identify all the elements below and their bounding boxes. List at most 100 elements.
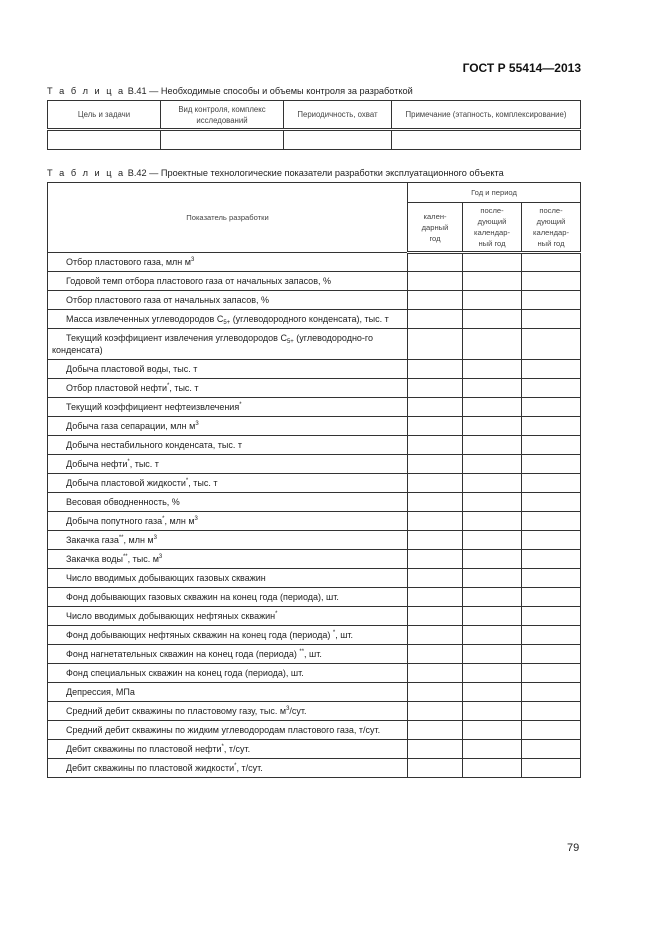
label-text: Фонд нагнетательных скважин на конец год… [66, 649, 300, 659]
table-row: Закачка воды**, тыс. м3 [47, 549, 582, 569]
label-text: Текущий коэффициент нефтеизвлечения [66, 402, 240, 412]
value-cell [407, 271, 463, 291]
indicator-label: Средний дебит скважины по пластовому газ… [47, 701, 408, 721]
value-cell [407, 435, 463, 455]
value-cell [520, 290, 582, 310]
value-cell [520, 758, 582, 778]
label-text: (углеводородного конденсата), тыс. т [230, 314, 389, 324]
indicator-label: Добыча нестабильного конденсата, тыс. т [47, 435, 408, 455]
value-cell [462, 587, 522, 607]
label-text: Депрессия, МПа [66, 687, 135, 697]
table-row: Депрессия, МПа [47, 682, 582, 702]
value-cell [407, 644, 463, 664]
label-text: Масса извлеченных углеводородов С [66, 314, 224, 324]
label-text: Весовая обводненность, % [66, 497, 180, 507]
label-text: , тыс. т [129, 459, 159, 469]
value-cell [520, 454, 582, 474]
label-text: Добыча нестабильного конденсата, тыс. т [66, 440, 243, 450]
indicator-label: Добыча газа сепарации, млн м3 [47, 416, 408, 436]
value-cell [407, 549, 463, 569]
indicator-label: Весовая обводненность, % [47, 492, 408, 512]
superscript: ** [118, 535, 124, 541]
table-row: Отбор пластового газа, млн м3 [47, 252, 582, 272]
value-cell [462, 720, 522, 740]
subscript: 5+ [286, 339, 294, 345]
column-header: Цель и задачи [47, 100, 161, 131]
label-text: Дебит скважины по пластовой нефти [66, 744, 222, 754]
superscript: * [221, 744, 224, 750]
table-row: Весовая обводненность, % [47, 492, 582, 512]
label-text: Добыча нефти [66, 459, 128, 469]
indicator-label: Депрессия, МПа [47, 682, 408, 702]
value-cell [407, 739, 463, 759]
table-row: Число вводимых добывающих газовых скважи… [47, 568, 582, 588]
superscript: 3 [158, 554, 163, 560]
superscript: * [239, 402, 242, 408]
value-cell [520, 644, 582, 664]
label-text: /сут. [289, 706, 307, 716]
value-cell [462, 416, 522, 436]
caption-prefix: Т а б л и ц а [47, 86, 126, 96]
value-cell [407, 758, 463, 778]
superscript: ** [299, 649, 305, 655]
caption-prefix: Т а б л и ц а [47, 168, 126, 178]
indicator-label: Фонд добывающих нефтяных скважин на коне… [47, 625, 408, 645]
indicator-label: Закачка воды**, тыс. м3 [47, 549, 408, 569]
value-cell [407, 290, 463, 310]
value-cell [520, 473, 582, 493]
label-text: , тыс. т [188, 478, 218, 488]
superscript: * [234, 763, 237, 769]
table-row: Число вводимых добывающих нефтяных скваж… [47, 606, 582, 626]
value-cell [407, 530, 463, 550]
table-row: Добыча попутного газа*, млн м3 [47, 511, 582, 531]
value-cell [462, 739, 522, 759]
label-text: , тыс. м [127, 554, 159, 564]
value-cell [520, 701, 582, 721]
value-cell [407, 397, 463, 417]
table-row: Добыча пластовой жидкости*, тыс. т [47, 473, 582, 493]
value-cell [407, 473, 463, 493]
label-text: Фонд добывающих нефтяных скважин на коне… [66, 630, 333, 640]
value-cell [520, 359, 582, 379]
value-cell [407, 511, 463, 531]
superscript: 3 [194, 516, 198, 522]
label-text: , шт. [304, 649, 322, 659]
label-text: Отбор пластового газа от начальных запас… [66, 295, 270, 305]
table-row: Дебит скважины по пластовой жидкости*, т… [47, 758, 582, 778]
indicator-label: Фонд добывающих газовых скважин на конец… [47, 587, 408, 607]
indicator-label: Отбор пластового газа от начальных запас… [47, 290, 408, 310]
value-cell [520, 530, 582, 550]
value-cell [407, 378, 463, 398]
value-cell [462, 359, 522, 379]
value-cell [520, 663, 582, 683]
table-cell [391, 129, 581, 150]
indicator-label: Добыча пластовой воды, тыс. т [47, 359, 408, 379]
column-header: Вид контроля, комплекс исследований [160, 100, 284, 131]
table-row: Дебит скважины по пластовой нефти*, т/су… [47, 739, 582, 759]
superscript: * [275, 611, 278, 617]
indicator-label: Текущий коэффициент нефтеизвлечения* [47, 397, 408, 417]
page-number: 79 [567, 842, 580, 854]
value-cell [462, 701, 522, 721]
label-text: Добыча попутного газа [66, 516, 163, 526]
value-cell [520, 416, 582, 436]
value-cell [462, 454, 522, 474]
table-row: Отбор пластового газа от начальных запас… [47, 290, 582, 310]
label-text: Число вводимых добывающих нефтяных скваж… [66, 611, 276, 621]
indicator-label: Добыча пластовой жидкости*, тыс. т [47, 473, 408, 493]
value-cell [520, 568, 582, 588]
table-row: Закачка газа**, млн м3 [47, 530, 582, 550]
indicator-label: Фонд специальных скважин на конец года (… [47, 663, 408, 683]
value-cell [462, 644, 522, 664]
value-cell [407, 701, 463, 721]
value-cell [462, 290, 522, 310]
label-text: Число вводимых добывающих газовых скважи… [66, 573, 266, 583]
value-cell [462, 435, 522, 455]
table-b41-caption: Т а б л и ц а В.41 — Необходимые способы… [47, 86, 413, 96]
value-cell [462, 492, 522, 512]
indicator-label: Фонд нагнетательных скважин на конец год… [47, 644, 408, 664]
value-cell [462, 625, 522, 645]
table-row: Фонд нагнетательных скважин на конец год… [47, 644, 582, 664]
label-text: (углеводородно-го конденсата) [52, 333, 374, 355]
